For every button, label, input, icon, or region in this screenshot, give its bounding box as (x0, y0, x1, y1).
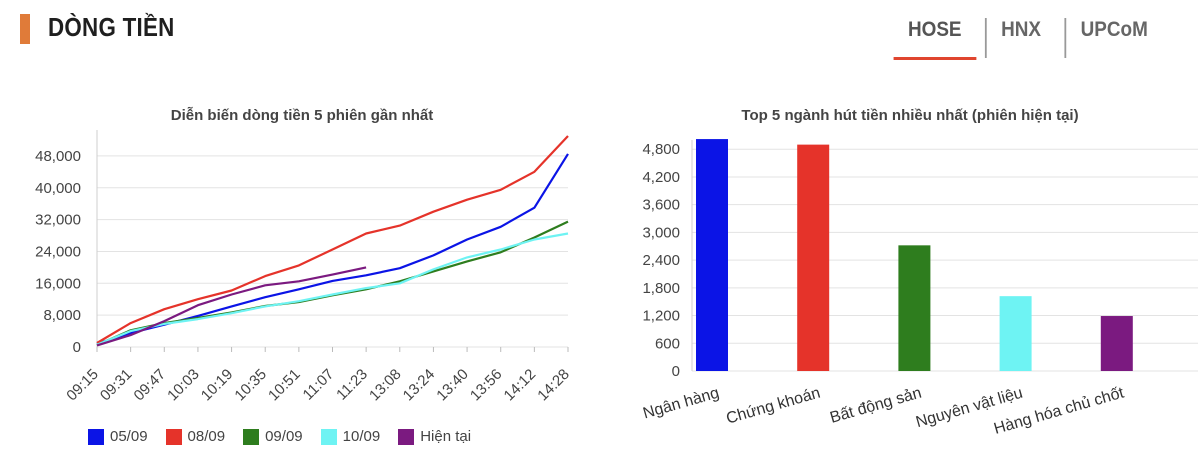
bar-chart-y-tick-label: 4,200 (642, 169, 680, 186)
bar-chart-y-tick-label: 1,800 (642, 280, 680, 297)
bar-chart-category-label: Chứng khoán (724, 385, 822, 428)
legend-swatch (88, 428, 104, 445)
line-chart-x-tick-label: 10:19 (198, 366, 237, 405)
line-chart-x-tick-label: 11:23 (333, 366, 371, 404)
line-chart-x-tick-label: 09:47 (131, 366, 170, 405)
legend-item[interactable]: 08/09 (165, 428, 226, 445)
line-chart-y-tick-label: 40,000 (35, 180, 81, 197)
line-chart-y-tick-label: 48,000 (35, 148, 81, 165)
line-chart-x-tick-label: 13:24 (400, 366, 439, 405)
legend-item[interactable]: Hiện tại (398, 428, 471, 445)
legend-swatch (398, 428, 415, 445)
line-chart-x-tick-label: 14:12 (501, 366, 540, 405)
series-line-08-09 (96, 135, 569, 344)
tab-hose[interactable]: HOSE (894, 18, 976, 60)
legend-swatch (165, 428, 182, 445)
bar-chart-y-tick-label: 600 (655, 335, 680, 352)
legend-label: 09/09 (265, 428, 303, 445)
legend-item[interactable]: 05/09 (88, 428, 148, 445)
bar-chart-y-tick-label: 3,000 (642, 224, 680, 241)
line-chart-x-tick-label: 09:31 (97, 366, 136, 405)
line-chart-x-tick-label: 13:56 (467, 366, 506, 405)
legend-label: 08/09 (187, 428, 226, 445)
bar-chart-category-label: Ngân hàng (641, 385, 721, 423)
line-chart-x-axis: 09:1509:3109:4710:0310:1910:3510:5111:07… (63, 347, 573, 404)
bar[interactable] (898, 245, 931, 371)
line-chart-x-tick-label: 13:40 (433, 366, 472, 405)
bar[interactable] (696, 139, 728, 371)
legend-swatch (243, 428, 260, 445)
line-chart-x-tick-label: 13:08 (366, 366, 405, 405)
cashflow-line-chart: Diễn biến dòng tiền 5 phiên gần nhất 0 8,… (35, 107, 573, 404)
bar-chart-category-label: Bất động sản (828, 385, 923, 427)
line-chart-title: Diễn biến dòng tiền 5 phiên gần nhất (171, 107, 434, 124)
legend-label: 05/09 (110, 428, 148, 445)
legend-label: 10/09 (342, 428, 381, 445)
legend-item[interactable]: 09/09 (243, 428, 303, 445)
line-chart-grid (96, 130, 568, 348)
line-chart-x-tick-label: 14:28 (534, 366, 573, 405)
bar-chart-y-axis: 0 600 1,200 1,800 2,400 3,000 3,600 4,200 4,800 (642, 141, 680, 380)
bar-chart-y-tick-label: 1,200 (642, 308, 680, 325)
line-chart-y-tick-label: 32,000 (35, 212, 81, 229)
title-accent-bar (20, 14, 30, 44)
line-chart-x-tick-label: 10:35 (231, 366, 270, 405)
bar-chart-grid (691, 140, 1198, 372)
bar-chart-y-tick-label: 3,600 (642, 197, 680, 214)
bar[interactable] (1100, 316, 1133, 371)
line-chart-y-tick-label: 24,000 (35, 243, 81, 260)
legend-swatch (320, 428, 337, 445)
line-chart-y-tick-label: 16,000 (35, 275, 81, 292)
bar[interactable] (797, 144, 830, 371)
top-sectors-bar-chart: Top 5 ngành hút tiền nhiều nhất (phiên h… (641, 107, 1198, 438)
line-chart-y-tick-label: 0 (73, 339, 81, 356)
bar-chart-y-tick-label: 4,800 (642, 141, 680, 158)
series-line-hi-n-t-i (96, 266, 367, 347)
line-chart-x-tick-label: 10:51 (265, 366, 304, 405)
tab-hnx[interactable]: HNX (984, 18, 1056, 58)
bar[interactable] (999, 296, 1032, 371)
line-chart-x-tick-label: 09:15 (63, 366, 102, 405)
exchange-tabs: HOSE HNX UPCoM (889, 18, 1168, 60)
line-chart-series (96, 135, 569, 347)
series-line-10-09 (96, 232, 569, 346)
tab-upcom[interactable]: UPCoM (1064, 18, 1163, 58)
bar-chart-title: Top 5 ngành hút tiền nhiều nhất (phiên h… (741, 107, 1078, 124)
line-chart-y-tick-label: 8,000 (43, 307, 81, 324)
bar-chart-y-tick-label: 0 (672, 363, 680, 380)
legend-label: Hiện tại (420, 428, 472, 445)
line-chart-x-tick-label: 11:07 (300, 366, 338, 404)
line-chart-x-tick-label: 10:03 (164, 366, 203, 405)
bar-chart-bars (696, 139, 1133, 371)
line-chart-y-axis: 0 8,000 16,000 24,000 32,000 40,000 48,000 (35, 148, 81, 356)
legend-item[interactable]: 10/09 (320, 428, 381, 445)
bar-chart-y-tick-label: 2,400 (642, 252, 680, 269)
line-chart-legend: 05/09 08/09 09/09 10/09 Hiện tại (88, 428, 471, 445)
page-title: DÒNG TIỀN (48, 12, 175, 42)
